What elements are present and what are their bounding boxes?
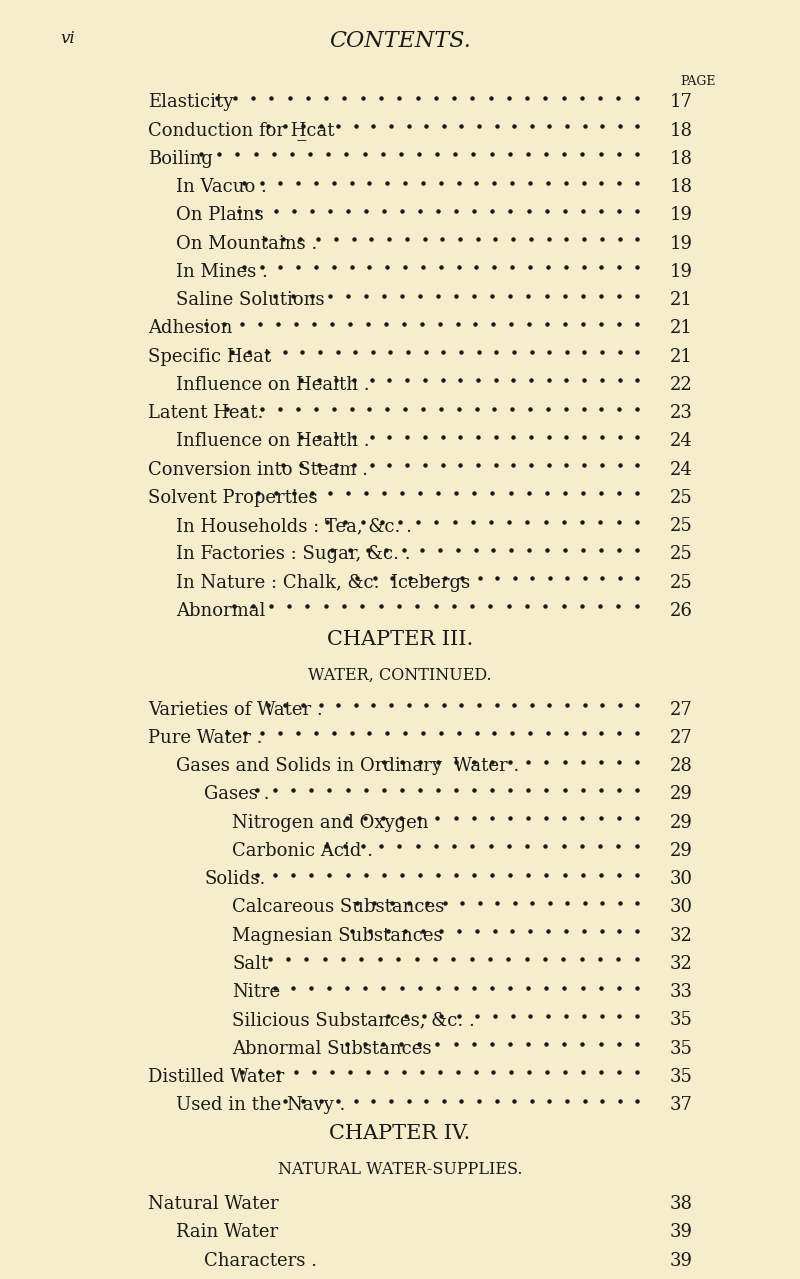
Text: Adhesion: Adhesion: [148, 320, 232, 338]
Text: 30: 30: [670, 898, 693, 916]
Text: Conduction for H̲cat: Conduction for H̲cat: [148, 122, 334, 141]
Text: 19: 19: [670, 262, 693, 281]
Text: Rain Water: Rain Water: [176, 1223, 278, 1242]
Text: 33: 33: [670, 984, 693, 1001]
Text: Saline Solutions: Saline Solutions: [176, 292, 325, 310]
Text: Varieties of Water .: Varieties of Water .: [148, 701, 322, 719]
Text: 21: 21: [670, 348, 693, 366]
Text: Distilled Water: Distilled Water: [148, 1068, 284, 1086]
Text: Used in the Navy .: Used in the Navy .: [176, 1096, 346, 1114]
Text: 29: 29: [670, 813, 693, 831]
Text: On Plains: On Plains: [176, 206, 264, 224]
Text: 39: 39: [670, 1223, 693, 1242]
Text: CONTENTS.: CONTENTS.: [329, 31, 471, 52]
Text: 19: 19: [670, 206, 693, 224]
Text: Nitre: Nitre: [232, 984, 280, 1001]
Text: Latent Heat.: Latent Heat.: [148, 404, 263, 422]
Text: 18: 18: [670, 150, 693, 168]
Text: 18: 18: [670, 178, 693, 196]
Text: 27: 27: [670, 729, 693, 747]
Text: Influence on Health .: Influence on Health .: [176, 376, 370, 394]
Text: 35: 35: [670, 1068, 693, 1086]
Text: 35: 35: [670, 1012, 693, 1030]
Text: Nitrogen and Oxygen: Nitrogen and Oxygen: [232, 813, 429, 831]
Text: 29: 29: [670, 785, 693, 803]
Text: 30: 30: [670, 870, 693, 888]
Text: 28: 28: [670, 757, 693, 775]
Text: Pure Water .: Pure Water .: [148, 729, 262, 747]
Text: Calcareous Substances: Calcareous Substances: [232, 898, 444, 916]
Text: 17: 17: [670, 93, 693, 111]
Text: Gases .: Gases .: [204, 785, 270, 803]
Text: Abnormal: Abnormal: [176, 602, 266, 620]
Text: Elasticity: Elasticity: [148, 93, 234, 111]
Text: 32: 32: [670, 927, 693, 945]
Text: Influence on Health .: Influence on Health .: [176, 432, 370, 450]
Text: In Vacuo .: In Vacuo .: [176, 178, 267, 196]
Text: 24: 24: [670, 432, 693, 450]
Text: In Nature : Chalk, &c.  Icebergs: In Nature : Chalk, &c. Icebergs: [176, 573, 470, 591]
Text: 38: 38: [670, 1195, 693, 1212]
Text: Solvent Properties: Solvent Properties: [148, 489, 318, 506]
Text: 18: 18: [670, 122, 693, 139]
Text: Salt: Salt: [232, 955, 268, 973]
Text: Gases and Solids in Ordinary  Water .: Gases and Solids in Ordinary Water .: [176, 757, 519, 775]
Text: In Mines .: In Mines .: [176, 262, 268, 281]
Text: Carbonic Acid .: Carbonic Acid .: [232, 842, 373, 859]
Text: 21: 21: [670, 292, 693, 310]
Text: CHAPTER IV.: CHAPTER IV.: [330, 1124, 470, 1143]
Text: 29: 29: [670, 842, 693, 859]
Text: In Households : Tea, &c. .: In Households : Tea, &c. .: [176, 517, 412, 535]
Text: PAGE: PAGE: [680, 75, 715, 88]
Text: In Factories : Sugar, &c. .: In Factories : Sugar, &c. .: [176, 545, 410, 563]
Text: Abnormal Substances: Abnormal Substances: [232, 1040, 431, 1058]
Text: vi: vi: [60, 31, 74, 47]
Text: 19: 19: [670, 234, 693, 252]
Text: 37: 37: [670, 1096, 693, 1114]
Text: On Mountains .: On Mountains .: [176, 234, 318, 252]
Text: WATER, CONTINUED.: WATER, CONTINUED.: [308, 666, 492, 684]
Text: Silicious Substances, &c. .: Silicious Substances, &c. .: [232, 1012, 475, 1030]
Text: 23: 23: [670, 404, 693, 422]
Text: 24: 24: [670, 460, 693, 478]
Text: Specific Heat: Specific Heat: [148, 348, 271, 366]
Text: Conversion into Steam .: Conversion into Steam .: [148, 460, 368, 478]
Text: 26: 26: [670, 602, 693, 620]
Text: 25: 25: [670, 517, 693, 535]
Text: Magnesian Substances: Magnesian Substances: [232, 927, 442, 945]
Text: 21: 21: [670, 320, 693, 338]
Text: Characters .: Characters .: [204, 1252, 317, 1270]
Text: 25: 25: [670, 573, 693, 591]
Text: 32: 32: [670, 955, 693, 973]
Text: 39: 39: [670, 1252, 693, 1270]
Text: 35: 35: [670, 1040, 693, 1058]
Text: CHAPTER III.: CHAPTER III.: [327, 631, 473, 648]
Text: NATURAL WATER-SUPPLIES.: NATURAL WATER-SUPPLIES.: [278, 1161, 522, 1178]
Text: 25: 25: [670, 545, 693, 563]
Text: Natural Water: Natural Water: [148, 1195, 278, 1212]
Text: 25: 25: [670, 489, 693, 506]
Text: Solids.: Solids.: [204, 870, 266, 888]
Text: 27: 27: [670, 701, 693, 719]
Text: 22: 22: [670, 376, 693, 394]
Text: Boiling: Boiling: [148, 150, 213, 168]
